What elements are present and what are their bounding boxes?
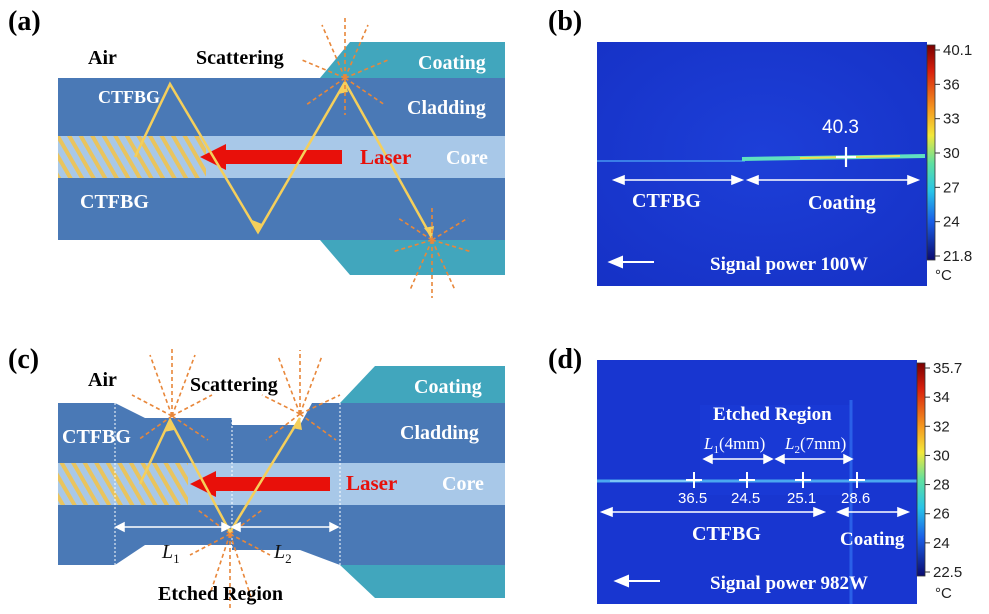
air-label: Air [88,369,117,391]
colorbar-tick-label: 27 [943,179,960,196]
peak-temperature: 40.3 [822,117,859,138]
laser-label: Laser [346,471,397,495]
panel-a: (a) [8,6,505,298]
colorbar-ticks: 40.1 36 33 30 27 24 21.8 [935,42,972,265]
l2-length-label: L2(7mm) [784,434,846,456]
panel-b: (b) 40.3 CTFBG Coating Signal power 100W [548,6,972,286]
cladding-label: Cladding [400,422,479,444]
scatter-burst-bottom [391,205,473,298]
colorbar [916,362,926,577]
laser-label: Laser [360,145,411,169]
ctfbg-label-top: CTFBG [98,87,160,107]
panel-d-tag: (d) [548,344,582,375]
temp-value-2: 24.5 [731,490,760,507]
coating-span-arrow [745,174,921,186]
colorbar-tick-label: 30 [943,145,960,162]
scatter-burst-right [261,350,341,441]
ctfbg-label: CTFBG [62,426,131,448]
scatter-burst-top [301,18,389,115]
coating-label: Coating [808,192,876,214]
air-label: Air [88,47,117,69]
coating-label: Coating [840,529,905,550]
ctfbg-span-arrow [611,174,745,186]
cladding-label: Cladding [407,97,486,119]
scattering-label: Scattering [196,47,284,69]
colorbar-tick-label: 24 [933,535,950,552]
temp-value-4: 28.6 [841,490,870,507]
grating-hatch [58,463,188,505]
ray-arrowhead [164,420,174,432]
colorbar-tick-label: 36 [943,76,960,93]
ctfbg-label-bottom: CTFBG [80,191,149,213]
grating-hatch [58,136,206,178]
signal-power-label: Signal power 100W [710,254,868,275]
reflected-ray [138,417,302,535]
colorbar-tick-label: 24 [943,214,960,231]
colorbar-tick-label: 30 [933,447,950,464]
coating-span-arrow [835,506,911,518]
signal-power-label: Signal power 982W [710,573,868,594]
ray-arrowhead [252,220,262,232]
panel-c-tag: (c) [8,344,39,375]
coating-label: Coating [414,376,482,398]
colorbar-tick-label: 21.8 [943,248,972,265]
scattering-label: Scattering [190,374,278,396]
colorbar-tick-label: 32 [933,418,950,435]
colorbar [926,44,936,261]
colorbar-tick-label: 40.1 [943,42,972,59]
colorbar-tick-label: 34 [933,389,950,406]
l1-span-arrow [114,521,232,533]
ctfbg-label: CTFBG [632,190,701,212]
peak-marker [836,147,856,167]
core-label: Core [442,473,484,495]
ray-arrowhead [292,418,302,430]
measure-markers [686,472,865,488]
colorbar-tick-label: 33 [943,111,960,128]
unit-label: °C [935,585,952,602]
colorbar-tick-label: 26 [933,506,950,523]
panel-b-tag: (b) [548,6,582,37]
panel-d: (d) Etched Region L1(4mm) L2(7mm) 36.5 2… [548,344,962,604]
l2-label: L2 [273,541,292,566]
panel-a-tag: (a) [8,6,41,37]
colorbar-ticks: 35.7 34 32 30 28 26 24 22.5 [925,360,962,581]
l1-label: L1 [161,541,180,566]
colorbar-tick-label: 28 [933,477,950,494]
colorbar-tick-label: 35.7 [933,360,962,377]
thermal-image [597,42,927,286]
ctfbg-label: CTFBG [692,523,761,545]
l1-length-label: L1(4mm) [703,434,765,456]
ctfbg-span-arrow [599,506,827,518]
temp-value-1: 36.5 [678,490,707,507]
l2-span-arrow [230,521,340,533]
etched-region-label: Etched Region [158,583,283,605]
signal-direction-arrow [607,255,654,269]
signal-direction-arrow [613,574,660,588]
coating-label: Coating [418,52,486,74]
unit-label: °C [935,267,952,284]
l1-span-arrow [702,453,774,465]
scatter-burst-bottom [189,509,271,610]
etched-region-label: Etched Region [713,404,832,425]
colorbar-tick-label: 22.5 [933,564,962,581]
scatter-burst-left [131,348,213,441]
l2-span-arrow [774,453,854,465]
core-label: Core [446,147,488,169]
panel-c: (c) [8,344,505,610]
temp-value-3: 25.1 [787,490,816,507]
